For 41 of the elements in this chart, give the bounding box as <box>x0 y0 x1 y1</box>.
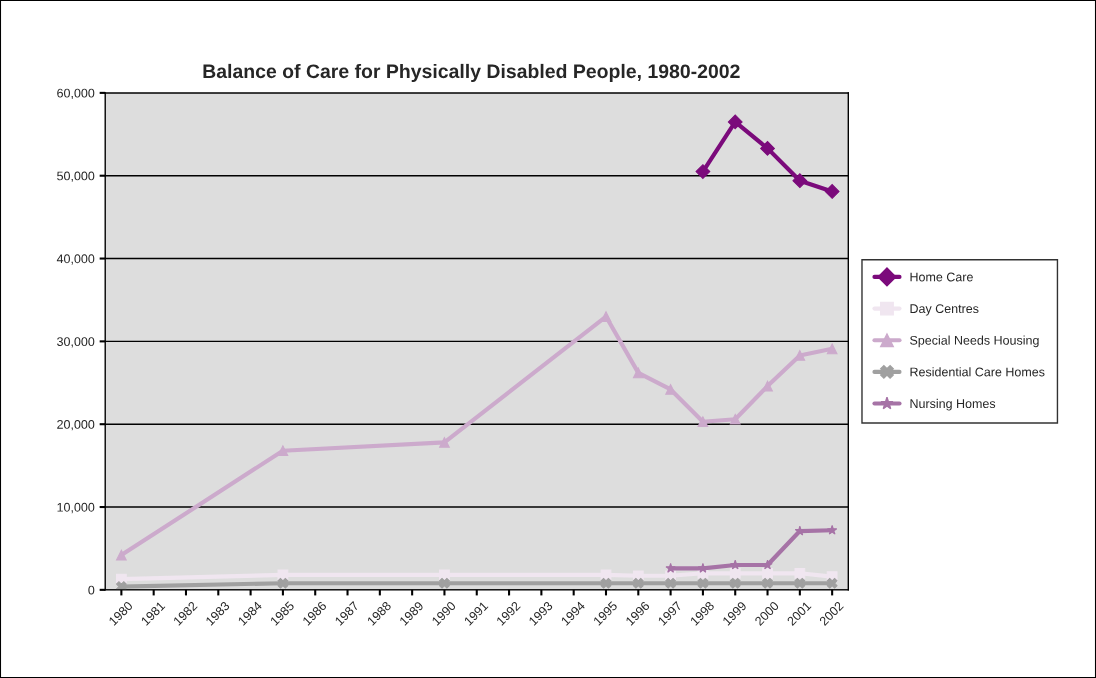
y-tick-label: 10,000 <box>57 502 95 514</box>
legend-label: Nursing Homes <box>910 398 996 411</box>
point <box>697 577 709 589</box>
point <box>762 577 773 589</box>
y-tick-label: 20,000 <box>57 420 95 431</box>
point <box>600 577 612 589</box>
legend-label: Special Needs Housing <box>910 335 1039 348</box>
point <box>826 343 838 355</box>
point <box>115 549 127 561</box>
y-tick-label: 60,000 <box>57 88 95 100</box>
point <box>794 577 806 589</box>
y-tick-label: 30,000 <box>57 337 95 348</box>
y-tick-label: 40,000 <box>56 254 95 265</box>
point <box>826 577 838 589</box>
point <box>729 413 741 425</box>
point <box>794 567 806 579</box>
point <box>827 524 838 535</box>
point <box>729 577 741 589</box>
point <box>695 164 711 179</box>
legend-label: Day Centres <box>910 304 979 316</box>
y-tick-label: 0 <box>88 585 95 595</box>
point <box>794 525 805 536</box>
point <box>115 581 127 590</box>
point <box>632 367 644 379</box>
point <box>439 437 450 448</box>
point <box>632 577 644 589</box>
point <box>665 577 676 589</box>
point <box>762 567 773 579</box>
point <box>439 577 450 589</box>
point <box>665 562 676 573</box>
y-tick-label: 50,000 <box>57 171 95 182</box>
point <box>729 567 741 579</box>
point <box>697 416 709 428</box>
chart-title: Balance of Care for Physically Disabled People, 1980-2002 <box>203 63 740 82</box>
point <box>760 140 775 156</box>
point <box>277 577 289 589</box>
legend-label: Residential Care Homes <box>910 367 1045 377</box>
point <box>727 114 743 130</box>
point <box>824 184 840 199</box>
point <box>792 173 808 189</box>
legend-label: Home Care <box>910 272 973 282</box>
